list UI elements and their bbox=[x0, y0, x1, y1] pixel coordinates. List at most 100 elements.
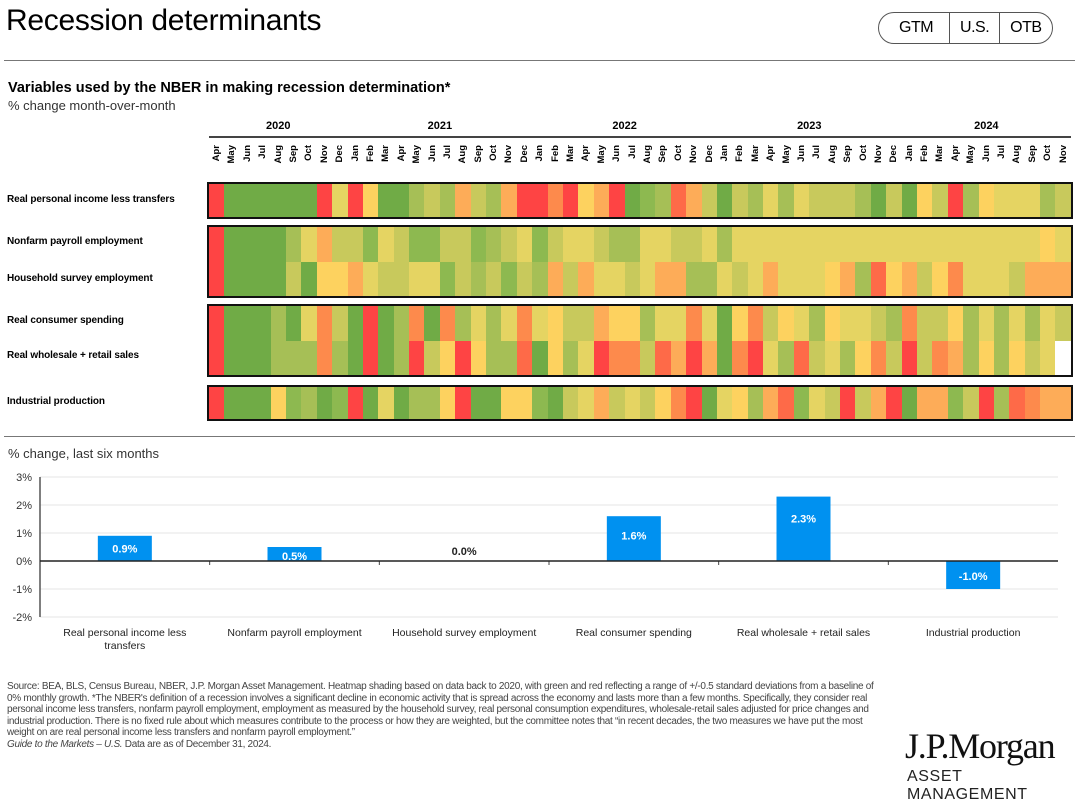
heatmap-cell bbox=[301, 184, 317, 217]
heatmap-cell bbox=[224, 340, 240, 375]
heatmap-cell bbox=[1009, 306, 1025, 341]
month-label-text: Nov bbox=[688, 145, 700, 163]
heatmap-cell bbox=[624, 306, 640, 341]
heatmap-cell bbox=[470, 340, 487, 375]
bar bbox=[946, 561, 1001, 589]
heatmap-cell bbox=[732, 184, 748, 217]
heatmap-cell bbox=[932, 306, 948, 341]
heatmap-cell bbox=[978, 227, 994, 262]
heatmap-cell bbox=[624, 387, 640, 419]
heatmap-cell bbox=[1040, 184, 1056, 217]
jpmorgan-logo: J.P.Morgan bbox=[905, 726, 1056, 766]
nav-pill-otb[interactable]: OTB bbox=[999, 13, 1051, 43]
heatmap-cell bbox=[301, 387, 317, 419]
month-label: Nov bbox=[1056, 145, 1071, 181]
heatmap-title: Variables used by the NBER in making rec… bbox=[8, 80, 451, 96]
month-label-text: Jun bbox=[611, 145, 623, 162]
heatmap-cell bbox=[732, 261, 748, 296]
heatmap-cell bbox=[716, 340, 733, 375]
heatmap-cell bbox=[824, 387, 841, 419]
heatmap-cell bbox=[362, 340, 379, 375]
heatmap-cell bbox=[578, 387, 594, 419]
heatmap-row-label: Nonfarm payroll employment bbox=[7, 236, 143, 247]
heatmap-cell bbox=[1040, 387, 1056, 419]
category-label-line: Real personal income less bbox=[63, 627, 186, 639]
month-label: Dec bbox=[886, 145, 901, 181]
heatmap-cell bbox=[655, 184, 671, 217]
heatmap-cell bbox=[593, 261, 610, 296]
heatmap-cell bbox=[993, 184, 1010, 217]
category-label: Real consumer spending bbox=[576, 627, 692, 639]
heatmap-cell bbox=[516, 184, 533, 217]
month-label-text: Jan bbox=[718, 145, 730, 162]
month-label-text: Sep bbox=[842, 145, 854, 163]
heatmap-cell bbox=[655, 340, 671, 375]
heatmap-cell bbox=[947, 306, 964, 341]
month-label-text: Apr bbox=[211, 145, 222, 162]
heatmap-group bbox=[207, 225, 1073, 298]
heatmap-cell bbox=[516, 387, 533, 419]
heatmap-cell bbox=[1024, 340, 1041, 375]
heatmap-cell bbox=[609, 340, 625, 375]
nav-pill-us[interactable]: U.S. bbox=[949, 13, 999, 43]
heatmap-cell bbox=[1040, 261, 1056, 296]
heatmap-cell bbox=[224, 306, 240, 341]
heatmap-cell bbox=[978, 340, 994, 375]
heatmap-cell bbox=[686, 261, 702, 296]
heatmap-cell bbox=[840, 261, 856, 296]
asset-management-logo: ASSET MANAGEMENT bbox=[907, 768, 1028, 803]
heatmap-cell bbox=[916, 227, 933, 262]
heatmap-cell bbox=[932, 184, 948, 217]
heatmap-cell bbox=[1055, 306, 1071, 341]
heatmap-cell bbox=[455, 340, 471, 375]
heatmap-cell bbox=[1040, 306, 1056, 341]
heatmap-cell bbox=[732, 227, 748, 262]
y-tick-label: 1% bbox=[16, 528, 32, 540]
y-tick-label: -1% bbox=[12, 584, 32, 596]
bar-chart: 3% 2% 1% 0% -1% -2% 0.9% Real personal income l… bbox=[12, 472, 1058, 652]
month-label: Aug bbox=[825, 145, 840, 181]
heatmap-cell bbox=[1055, 387, 1071, 419]
heatmap-cell bbox=[870, 184, 887, 217]
heatmap-cell bbox=[824, 261, 841, 296]
heatmap-cell bbox=[1009, 227, 1025, 262]
month-label-text: Feb bbox=[364, 145, 376, 162]
heatmap-cell bbox=[347, 340, 363, 375]
heatmap-cell bbox=[270, 306, 286, 341]
heatmap-cell bbox=[670, 261, 687, 296]
heatmap-cell bbox=[409, 340, 425, 375]
bar-chart-title: % change, last six months bbox=[8, 446, 160, 461]
heatmap-cell bbox=[362, 306, 379, 341]
heatmap-cell bbox=[501, 227, 517, 262]
heatmap-cell bbox=[639, 306, 656, 341]
heatmap-cell bbox=[870, 387, 887, 419]
month-label: Mar bbox=[378, 145, 393, 181]
heatmap-cell bbox=[670, 184, 687, 217]
heatmap-cell bbox=[332, 340, 348, 375]
month-label-text: Oct bbox=[857, 145, 869, 161]
heatmap-cell bbox=[901, 227, 917, 262]
month-label: Mar bbox=[932, 145, 947, 181]
heatmap-cell bbox=[255, 306, 271, 341]
heatmap-cell bbox=[1024, 261, 1041, 296]
y-tick-label: -2% bbox=[12, 612, 32, 624]
heatmap-row-label: Household survey employment bbox=[7, 273, 153, 284]
heatmap-cell bbox=[393, 184, 410, 217]
heatmap-row bbox=[209, 184, 1071, 217]
month-label-text: Apr bbox=[949, 145, 961, 162]
heatmap-cell bbox=[870, 306, 887, 341]
heatmap-cell bbox=[332, 261, 348, 296]
heatmap-cell bbox=[1024, 227, 1041, 262]
month-label: Feb bbox=[732, 145, 747, 181]
category-label: Real personal income less transfers bbox=[63, 627, 186, 652]
nav-pill-gtm[interactable]: GTM bbox=[899, 19, 934, 36]
month-label: Sep bbox=[840, 145, 855, 181]
month-label: Oct bbox=[486, 145, 501, 181]
heatmap-cell bbox=[562, 306, 579, 341]
month-label: Apr bbox=[209, 145, 224, 181]
heatmap-cell bbox=[840, 340, 856, 375]
heatmap-cell bbox=[285, 261, 302, 296]
heatmap-cell bbox=[624, 184, 640, 217]
month-label-text: Nov bbox=[1057, 145, 1069, 163]
month-label-text: Sep bbox=[472, 145, 484, 163]
